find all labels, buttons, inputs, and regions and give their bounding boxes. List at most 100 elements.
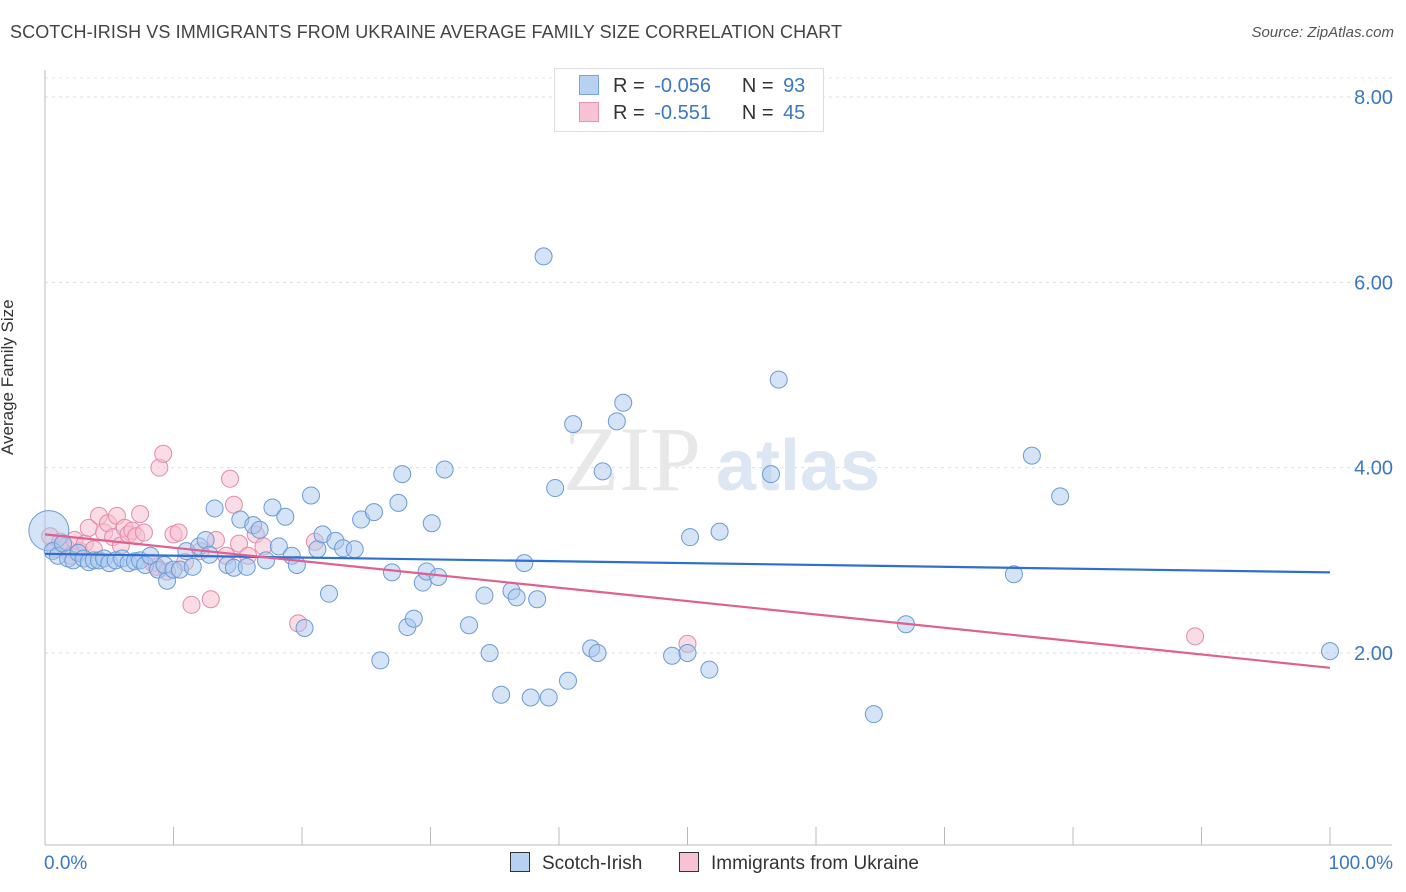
watermark-zip: ZIP bbox=[563, 408, 701, 510]
scotch-irish-point bbox=[345, 540, 364, 559]
scotch-irish-point bbox=[492, 685, 511, 704]
scotch-irish-point bbox=[404, 609, 423, 628]
scotch-irish-point bbox=[205, 499, 224, 518]
scotch-irish-point bbox=[564, 415, 583, 434]
source-label: Source: ZipAtlas.com bbox=[1251, 24, 1394, 41]
watermark-atlas: atlas bbox=[716, 426, 880, 506]
scotch-irish-point bbox=[250, 520, 269, 539]
bottom-legend-label: Scotch-Irish bbox=[542, 853, 643, 874]
scotch-irish-point bbox=[534, 247, 553, 266]
ukraine-point bbox=[134, 523, 153, 542]
scotch-irish-point bbox=[1022, 446, 1041, 465]
scotch-irish-point bbox=[614, 393, 633, 412]
scotch-irish-point bbox=[678, 644, 697, 662]
ukraine-trend-line bbox=[44, 533, 1331, 669]
legend-n-label: N = bbox=[741, 102, 774, 124]
scotch-irish-point bbox=[382, 563, 401, 582]
y-tick-labels: 2.00 4.00 6.00 8.00 bbox=[1354, 87, 1393, 665]
scotch-irish-point bbox=[528, 590, 547, 609]
legend-swatch-blue bbox=[579, 75, 599, 95]
scotch-irish-point bbox=[319, 584, 338, 603]
ukraine-point bbox=[169, 523, 188, 542]
scotch-irish-point bbox=[200, 545, 219, 564]
scotch-irish-point bbox=[237, 557, 256, 576]
legend-row-scotch-irish: R = -0.056 N = 93 bbox=[579, 75, 805, 101]
y-tick-label: 8.00 bbox=[1354, 87, 1393, 109]
x-tick-label-end: 100.0% bbox=[1329, 853, 1394, 874]
ukraine-point bbox=[131, 505, 150, 523]
scotch-irish-point bbox=[546, 479, 565, 498]
scotch-irish-point bbox=[1321, 642, 1339, 661]
legend-r-value: -0.056 bbox=[654, 75, 711, 97]
scotch-irish-point bbox=[769, 370, 788, 389]
scotch-irish-point bbox=[700, 660, 719, 679]
y-tick-label: 6.00 bbox=[1354, 272, 1393, 294]
scotch-irish-point bbox=[588, 644, 607, 662]
legend-n-label: N = bbox=[741, 75, 774, 97]
bottom-legend-swatch-blue bbox=[510, 852, 530, 872]
scotch-irish-point bbox=[864, 705, 883, 724]
ukraine-point bbox=[201, 590, 220, 609]
scotch-irish-point bbox=[663, 646, 682, 665]
scotch-irish-point bbox=[507, 588, 526, 607]
scotch-irish-point bbox=[1051, 487, 1070, 506]
ukraine-point bbox=[182, 595, 201, 614]
scotch-irish-point bbox=[371, 651, 390, 670]
scotch-irish-point bbox=[301, 486, 320, 505]
correlation-legend: R = -0.056 N = 93 R = -0.551 N = 45 bbox=[554, 68, 824, 132]
scotch-irish-point bbox=[480, 644, 499, 662]
trend-lines bbox=[44, 533, 1331, 669]
scotch-irish-point bbox=[475, 586, 494, 605]
ukraine-point bbox=[154, 444, 173, 463]
watermark: ZIP atlas bbox=[563, 408, 880, 510]
scotch-irish-point bbox=[521, 688, 540, 707]
legend-r-label: R = bbox=[613, 102, 645, 124]
scotch-irish-point bbox=[762, 465, 781, 484]
scotch-irish-point bbox=[276, 507, 295, 526]
ukraine-point bbox=[221, 469, 240, 488]
bottom-legend-ukraine: Immigrants from Ukraine bbox=[679, 852, 919, 875]
y-tick-label: 4.00 bbox=[1354, 458, 1393, 480]
scotch-irish-point bbox=[681, 528, 700, 547]
scotch-irish-point bbox=[710, 522, 729, 541]
scotch-irish-point bbox=[263, 498, 282, 517]
scotch-irish-point bbox=[269, 537, 288, 556]
scotch-irish-point bbox=[422, 514, 441, 533]
scotch-irish-point bbox=[515, 554, 534, 573]
scotch-irish-point bbox=[460, 616, 479, 635]
x-axis-ticks bbox=[173, 827, 1331, 845]
legend-r-label: R = bbox=[613, 75, 645, 97]
scotch-irish-point bbox=[429, 568, 448, 587]
scotch-irish-point bbox=[539, 688, 558, 707]
scotch-irish-point bbox=[593, 462, 612, 481]
legend-r-value: -0.551 bbox=[654, 102, 711, 124]
scotch-irish-point bbox=[196, 530, 215, 549]
ukraine-point bbox=[230, 534, 249, 553]
scotch-irish-point bbox=[1004, 565, 1023, 584]
axes bbox=[44, 70, 1392, 846]
scotch-irish-point bbox=[364, 503, 383, 522]
legend-row-ukraine: R = -0.551 N = 45 bbox=[579, 102, 805, 128]
scotch-irish-point bbox=[389, 493, 408, 512]
y-axis-title: Average Family Size bbox=[0, 299, 17, 455]
x-tick-labels: 0.0% 100.0% bbox=[44, 853, 1393, 874]
legend-swatch-pink bbox=[579, 102, 599, 122]
scotch-irish-point bbox=[295, 618, 314, 637]
scotch-irish-point bbox=[183, 557, 202, 576]
scotch-irish-point bbox=[607, 412, 626, 431]
scotch-irish-point bbox=[393, 465, 412, 484]
series-scotch-irish-points bbox=[28, 247, 1339, 724]
y-tick-label: 2.00 bbox=[1354, 643, 1393, 665]
bottom-legend-scotch-irish: Scotch-Irish bbox=[510, 852, 642, 875]
scotch-irish-point bbox=[558, 671, 577, 690]
bottom-legend-swatch-pink bbox=[679, 852, 699, 872]
bottom-legend-label: Immigrants from Ukraine bbox=[711, 853, 919, 874]
x-tick-label-start: 0.0% bbox=[44, 853, 87, 874]
ukraine-point bbox=[1186, 627, 1205, 646]
legend-n-value: 93 bbox=[783, 75, 806, 97]
scotch-irish-point bbox=[435, 460, 454, 479]
chart-title: SCOTCH-IRISH VS IMMIGRANTS FROM UKRAINE … bbox=[10, 22, 843, 42]
ukraine-point bbox=[224, 495, 243, 514]
legend-n-value: 45 bbox=[783, 102, 806, 124]
